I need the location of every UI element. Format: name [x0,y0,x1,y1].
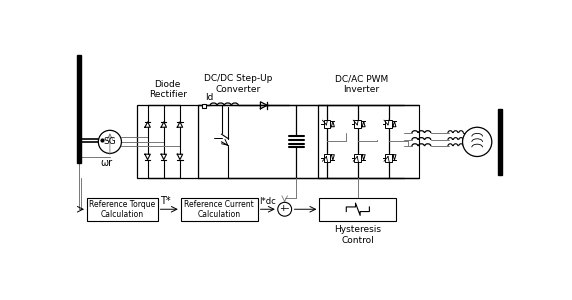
Bar [77,55,81,163]
Circle shape [98,130,121,153]
Bar [385,154,392,162]
Text: Reference Torque
Calculation: Reference Torque Calculation [89,200,156,219]
Text: DC/AC PWM
Inverter: DC/AC PWM Inverter [335,74,388,94]
Text: Diode
Rectifier: Diode Rectifier [149,80,186,99]
Text: +: + [279,204,286,213]
Bar [385,120,392,128]
Bar [137,105,198,178]
Text: DC/DC Step-Up
Converter: DC/DC Step-Up Converter [204,74,273,94]
Text: I*dc: I*dc [259,197,276,206]
Bar [202,104,206,108]
Text: ωr: ωr [100,158,112,168]
Bar [198,105,419,178]
Bar [355,120,362,128]
Text: Id: Id [205,93,214,102]
Bar [324,120,331,128]
Text: Hysteresis
Control: Hysteresis Control [334,225,382,245]
Bar [181,198,258,221]
Text: SG: SG [104,137,116,146]
Bar [87,198,158,221]
Text: Reference Current
Calculation: Reference Current Calculation [184,200,254,219]
Bar [319,198,396,221]
Bar [355,154,362,162]
Text: -: - [285,204,289,213]
Text: T*: T* [160,196,170,206]
Bar [324,154,331,162]
Circle shape [278,202,292,216]
Bar [498,109,502,175]
Circle shape [463,127,492,157]
